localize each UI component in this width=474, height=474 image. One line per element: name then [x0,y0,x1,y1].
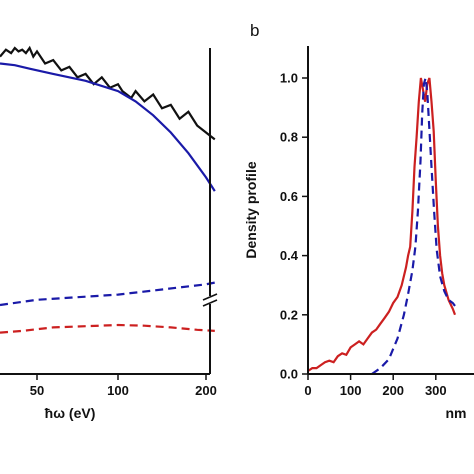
panel-b-series [307,77,457,375]
panel-b-label: b [250,21,259,40]
panel-b-y-tick-label: 0.6 [280,189,298,204]
panel-b-x-ticks: 0 100 200 300 [304,374,447,398]
panel-a: 50 100 200 ħω (eV) [0,45,218,421]
panel-b-x-tick-label: 200 [382,383,404,398]
panel-b-y-axis-title: Density profile [243,161,259,258]
panel-a-axis-break-marker [202,293,218,307]
panel-a-x-tick-label: 100 [107,383,129,398]
panel-b-x-tick-label: 100 [340,383,362,398]
panel-b-y-tick-label: 1.0 [280,71,298,86]
panel-b-series-line-1 [371,77,456,375]
panel-b-y-tick-label: 0.2 [280,307,298,322]
panel-a-x-axis-title: ħω (eV) [45,405,96,421]
panel-b-x-axis-title: nm [446,405,467,421]
panel-a-series-line-2 [0,281,216,307]
panel-b-series-line-0 [307,77,457,372]
panel-b-x-tick-label: 0 [304,383,311,398]
panel-a-series-line-3 [0,323,215,334]
panel-a-x-tick-label: 200 [195,383,217,398]
panel-a-x-tick-label: 50 [30,383,44,398]
panel-b-x-tick-label: 300 [425,383,447,398]
panel-b-y-ticks: 0.0 0.2 0.4 0.6 0.8 1.0 [280,71,308,382]
panel-b-y-tick-label: 0.4 [280,248,299,263]
panel-b: b 0.0 0.2 0.4 0.6 0.8 1.0 0 100 200 300 Density … [243,21,474,421]
panel-b-y-tick-label: 0.8 [280,130,298,145]
panel-a-series-line-1 [0,62,216,192]
panel-a-series-line-0 [0,45,216,141]
panel-b-y-tick-label: 0.0 [280,367,298,382]
panel-a-x-ticks: 50 100 200 [30,374,217,398]
panel-a-series [0,45,216,334]
